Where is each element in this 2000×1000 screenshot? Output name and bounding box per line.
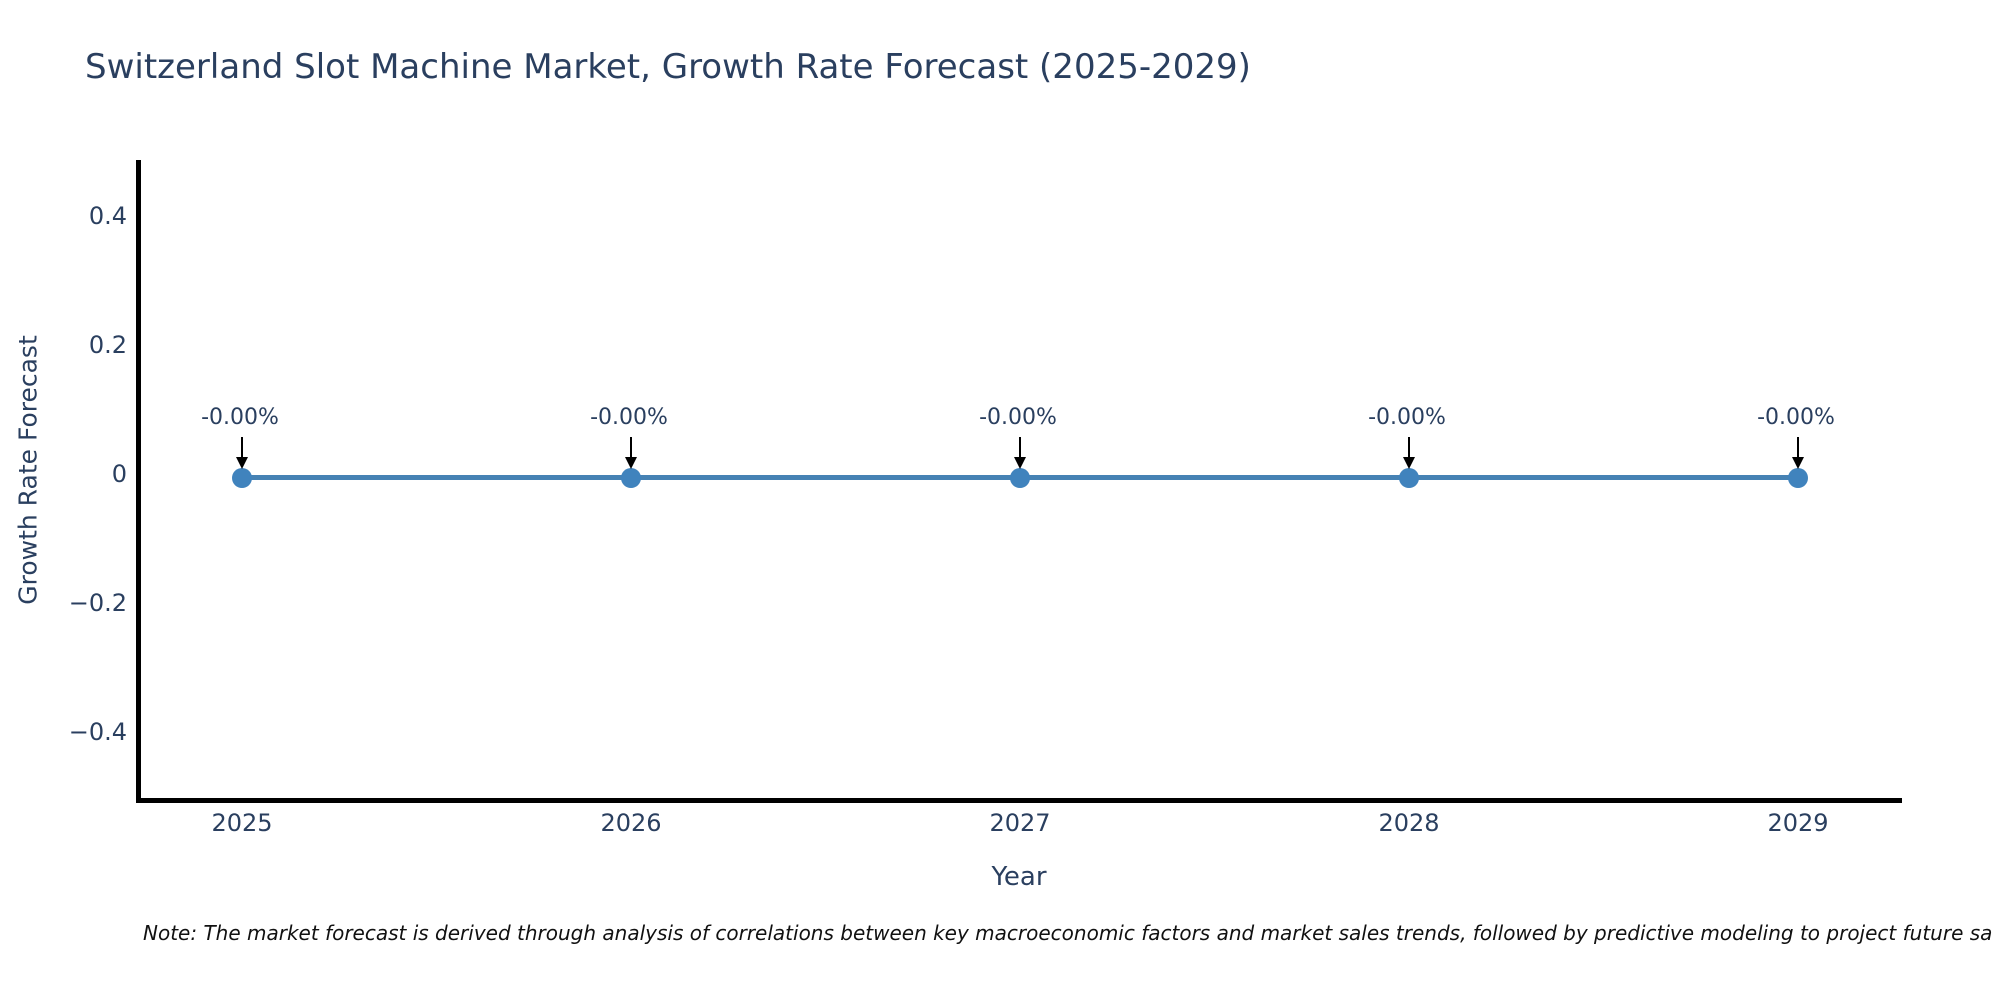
data-label-2027: -0.00%: [979, 405, 1057, 430]
annotation-arrow-line: [1797, 437, 1799, 459]
footnote: Note: The market forecast is derived thr…: [143, 921, 1993, 945]
y-axis-line: [136, 160, 141, 803]
data-point-2028: [1399, 468, 1419, 488]
data-label-2029: -0.00%: [1757, 405, 1835, 430]
annotation-arrow-head-icon: [236, 457, 248, 469]
annotation-arrow-head-icon: [625, 457, 637, 469]
y-tick-label: −0.2: [68, 589, 127, 617]
y-tick-label: 0.2: [88, 331, 127, 359]
x-tick-label: 2025: [211, 809, 273, 837]
y-axis-title: Growth Rate Forecast: [13, 335, 43, 605]
annotation-arrow-line: [1019, 437, 1021, 459]
x-tick-label: 2026: [600, 809, 662, 837]
annotation-arrow-head-icon: [1792, 457, 1804, 469]
x-axis-line: [136, 798, 1902, 803]
annotation-arrow-line: [630, 437, 632, 459]
annotation-arrow-line: [1408, 437, 1410, 459]
annotation-arrow-head-icon: [1403, 457, 1415, 469]
annotation-arrow-line: [241, 437, 243, 459]
data-point-2029: [1788, 468, 1808, 488]
data-label-2028: -0.00%: [1368, 405, 1446, 430]
data-point-2027: [1010, 468, 1030, 488]
y-tick-label: −0.4: [68, 718, 127, 746]
x-axis-title: Year: [991, 862, 1047, 892]
x-tick-label: 2028: [1378, 809, 1440, 837]
chart-title: Switzerland Slot Machine Market, Growth …: [85, 47, 1251, 87]
data-point-2025: [232, 468, 252, 488]
data-label-2026: -0.00%: [590, 405, 668, 430]
x-tick-label: 2027: [989, 809, 1051, 837]
data-point-2026: [621, 468, 641, 488]
x-tick-label: 2029: [1767, 809, 1829, 837]
data-label-2025: -0.00%: [201, 405, 279, 430]
annotation-arrow-head-icon: [1014, 457, 1026, 469]
y-tick-label: 0: [111, 460, 127, 488]
y-tick-label: 0.4: [88, 202, 127, 230]
